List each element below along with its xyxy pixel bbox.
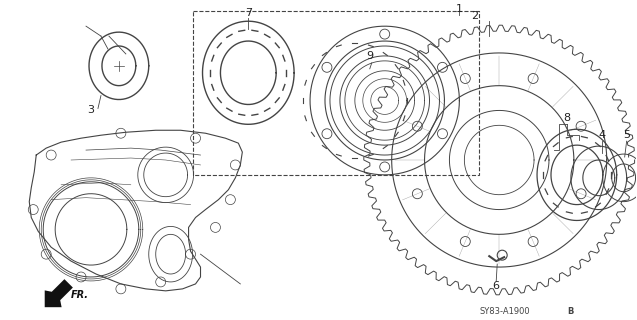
Bar [192,11,479,175]
Text: 9: 9 [366,51,373,61]
Text: 3: 3 [87,105,94,116]
Text: SY83-A1900: SY83-A1900 [479,307,530,316]
Text: 6: 6 [493,281,499,291]
Polygon shape [45,279,73,307]
Text: 2: 2 [471,11,478,21]
Text: 5: 5 [623,130,630,140]
Text: 4: 4 [598,130,605,140]
Text: B: B [567,307,573,316]
Text: 7: 7 [245,8,252,18]
Text: 1: 1 [456,4,463,14]
Text: 8: 8 [563,113,571,124]
Text: FR.: FR. [71,290,89,300]
